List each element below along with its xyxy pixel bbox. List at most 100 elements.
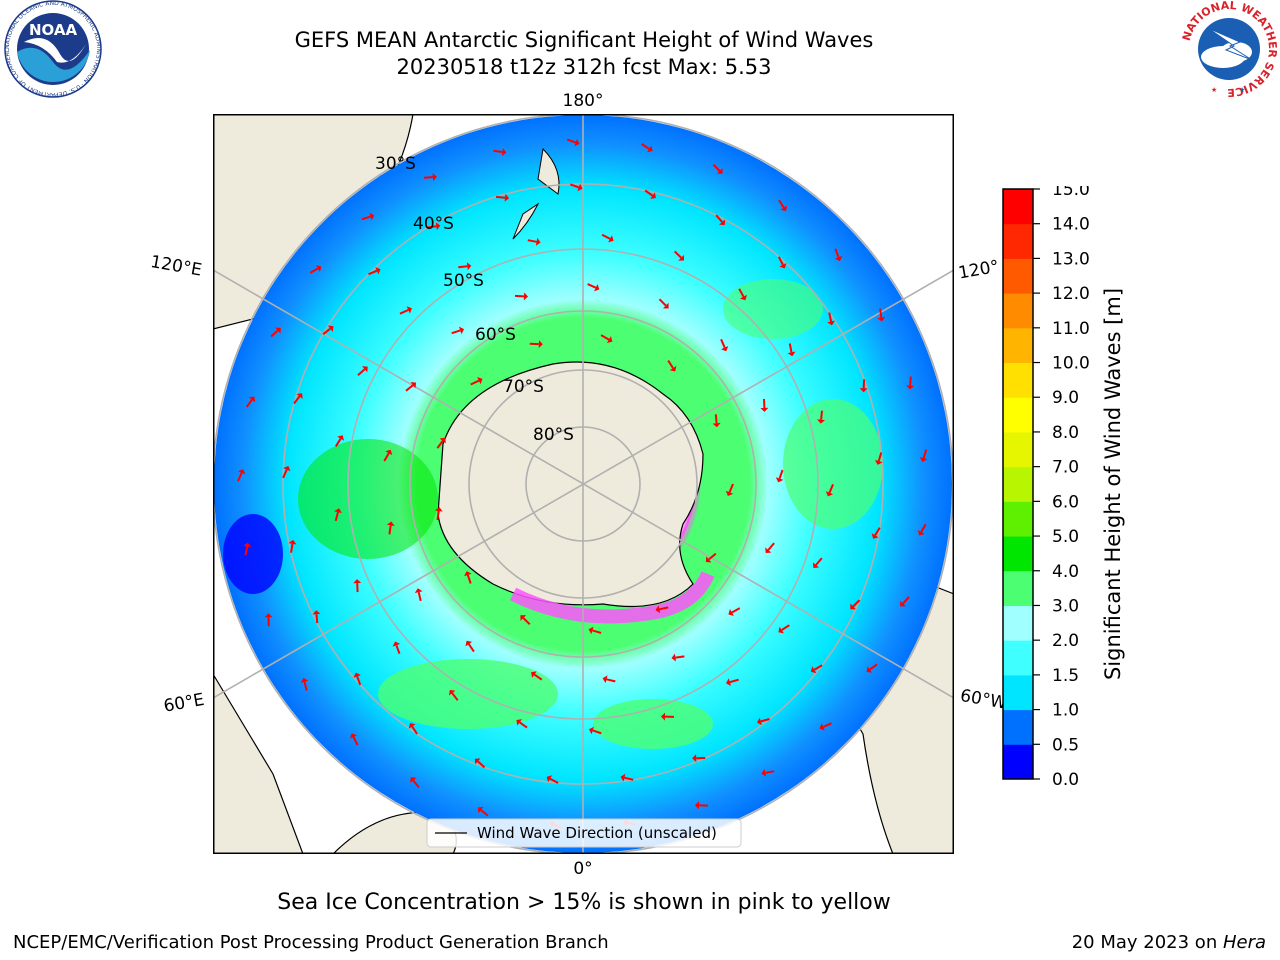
wind-arrow	[778, 199, 785, 209]
wind-arrow	[270, 329, 279, 338]
wind-arrow-head	[504, 193, 509, 202]
lon-label-0: 0°	[573, 859, 592, 879]
wind-arrow-head	[516, 719, 522, 726]
lat-label-60s: 60°S	[475, 325, 516, 345]
wind-arrow-head	[775, 477, 784, 483]
wind-arrow	[922, 449, 928, 459]
wind-arrow	[765, 770, 775, 774]
colorbar-tick-label: 5.0	[1052, 527, 1079, 547]
wind-arrow-head	[288, 539, 297, 545]
wind-arrow	[303, 681, 308, 691]
colorbar-tick-label: 12.0	[1052, 284, 1090, 304]
wind-arrow	[245, 399, 253, 408]
wind-arrow	[874, 527, 881, 536]
colorbar-segment	[1003, 362, 1033, 398]
colorbar-tick-label: 3.0	[1052, 596, 1079, 616]
wind-arrow	[383, 452, 390, 462]
wind-arrow	[470, 379, 480, 386]
wind-arrow-head	[474, 758, 481, 765]
colorbar-tick-label: 14.0	[1052, 215, 1090, 235]
wind-arrow	[322, 327, 331, 335]
lat-label-40s: 40°S	[413, 214, 454, 234]
wind-arrow	[781, 624, 790, 631]
wind-arrow-head	[661, 712, 666, 721]
wind-arrow-head	[669, 366, 677, 372]
colorbar-segment	[1003, 189, 1033, 225]
wind-arrow-head	[477, 806, 484, 814]
wind-arrow-head	[410, 382, 417, 389]
wind-arrow	[738, 288, 745, 298]
wind-arrow-head	[275, 327, 281, 334]
wind-arrow	[815, 557, 823, 566]
wind-arrow-head	[779, 263, 787, 269]
wind-arrow	[566, 138, 576, 144]
wind-arrow	[729, 678, 739, 684]
wind-arrow	[813, 664, 823, 671]
colorbar-segment	[1003, 397, 1033, 433]
wind-arrow	[519, 721, 528, 729]
wind-arrow-head	[917, 530, 925, 536]
wind-arrow	[514, 294, 525, 298]
wind-arrow-head	[620, 773, 626, 782]
wind-arrow	[427, 225, 437, 229]
wind-arrow-head	[834, 255, 843, 262]
colorbar-segment	[1003, 293, 1033, 329]
sea-ice-note: Sea Ice Concentration > 15% is shown in …	[277, 890, 891, 915]
wind-arrow-head	[353, 672, 361, 678]
colorbar-segment	[1003, 431, 1033, 468]
lon-label-120e: 120°E	[149, 252, 203, 281]
wind-arrow	[869, 663, 878, 671]
wind-arrow-head	[466, 262, 472, 271]
wind-arrow	[659, 606, 669, 611]
wind-arrow	[606, 678, 616, 683]
wind-arrow	[658, 298, 667, 307]
wind-arrow	[451, 692, 459, 701]
colorbar-tick-label: 7.0	[1052, 458, 1079, 478]
wind-arrow-head	[296, 393, 303, 399]
wind-arrow	[852, 599, 861, 608]
wind-arrow-head	[608, 235, 614, 243]
wind-arrow	[788, 343, 793, 353]
wind-arrow	[237, 472, 243, 482]
wind-arrow	[587, 283, 597, 289]
wind-arrow-head	[705, 556, 712, 563]
colorbar-segment	[1003, 605, 1033, 641]
wind-arrow	[714, 414, 718, 424]
wind-arrow-head	[787, 351, 796, 357]
wind-arrow-head	[520, 615, 527, 621]
legend-label: Wind Wave Direction (unscaled)	[477, 824, 717, 842]
wind-arrow	[778, 469, 784, 479]
wind-arrow-head	[243, 542, 252, 548]
colorbar-title: Significant Height of Wind Waves [m]	[1101, 287, 1125, 681]
colorbar-tick-label: 9.0	[1052, 388, 1079, 408]
wind-arrow-head	[385, 449, 393, 456]
wind-arrow	[467, 643, 475, 653]
wind-arrow-head	[663, 302, 669, 309]
wind-arrow	[522, 617, 531, 626]
colorbar-tick-label: 4.0	[1052, 562, 1079, 582]
wind-arrow-head	[283, 466, 291, 472]
wind-arrow-head	[850, 603, 856, 610]
wind-arrow	[282, 469, 288, 479]
wind-arrow-head	[588, 626, 594, 635]
wind-arrow	[411, 725, 418, 735]
colorbar-segment	[1003, 709, 1033, 745]
wind-arrow-head	[459, 326, 464, 335]
wind-arrow	[527, 239, 537, 243]
wind-arrow	[458, 265, 468, 269]
wind-arrow	[720, 338, 726, 348]
wind-arrow-head	[312, 610, 321, 615]
wind-arrow-head	[866, 666, 873, 673]
svg-text:★: ★	[1211, 86, 1217, 94]
wind-arrow-head	[726, 678, 731, 686]
wind-arrow	[592, 629, 602, 634]
noaa-logo: NATIONAL OCEANIC AND ATMOSPHERIC ADMINIS…	[2, 0, 102, 98]
wind-arrow	[399, 309, 409, 315]
wind-arrow-head	[464, 571, 472, 577]
wind-arrow-head	[760, 407, 769, 412]
wind-arrow-head	[812, 562, 819, 568]
wind-arrow	[549, 777, 559, 784]
wind-arrow-head	[414, 588, 423, 593]
wind-arrow-head	[337, 435, 344, 441]
wind-arrow-head	[577, 183, 583, 192]
